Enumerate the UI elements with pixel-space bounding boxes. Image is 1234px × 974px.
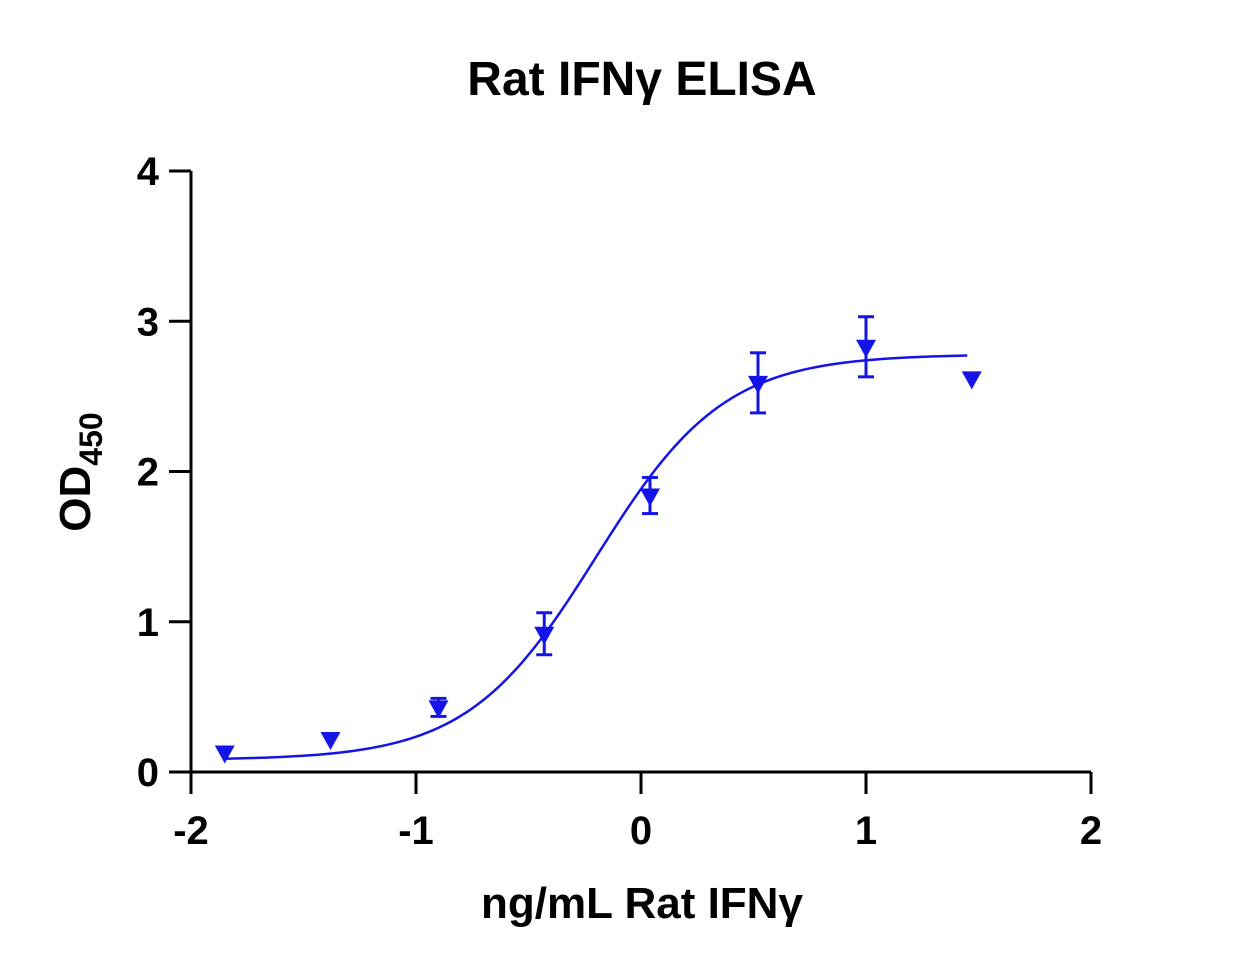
data-point	[428, 700, 449, 719]
error-bars	[430, 315, 874, 718]
y-ticks: 0 1 2 3 4	[137, 150, 191, 795]
axes	[189, 171, 1091, 774]
y-axis-label: OD450	[51, 412, 109, 531]
fit-curve	[224, 354, 968, 760]
x-axis-label: ng/mL Rat IFNγ	[481, 879, 803, 928]
y-tick-label: 0	[137, 751, 159, 795]
y-axis-label-main: OD	[51, 466, 100, 532]
data-point	[748, 375, 768, 394]
data-point	[320, 731, 341, 750]
data-markers	[214, 339, 982, 764]
chart-title: Rat IFNγ ELISA	[467, 53, 816, 106]
y-tick-label: 2	[137, 451, 159, 495]
data-point	[640, 488, 660, 507]
x-tick-label: -1	[398, 809, 434, 853]
data-point	[961, 371, 982, 390]
x-ticks: -2 -1 0 1 2	[173, 772, 1102, 853]
data-point	[534, 626, 555, 645]
x-tick-label: 1	[855, 809, 877, 853]
x-tick-label: -2	[173, 809, 209, 853]
x-tick-label: 2	[1080, 809, 1102, 853]
x-tick-label: 0	[630, 809, 652, 853]
data-point	[214, 745, 235, 764]
y-axis-label-sub: 450	[73, 412, 109, 465]
y-tick-label: 1	[137, 601, 159, 645]
data-point	[856, 339, 876, 358]
y-tick-label: 4	[137, 150, 160, 194]
y-tick-label: 3	[137, 300, 159, 344]
